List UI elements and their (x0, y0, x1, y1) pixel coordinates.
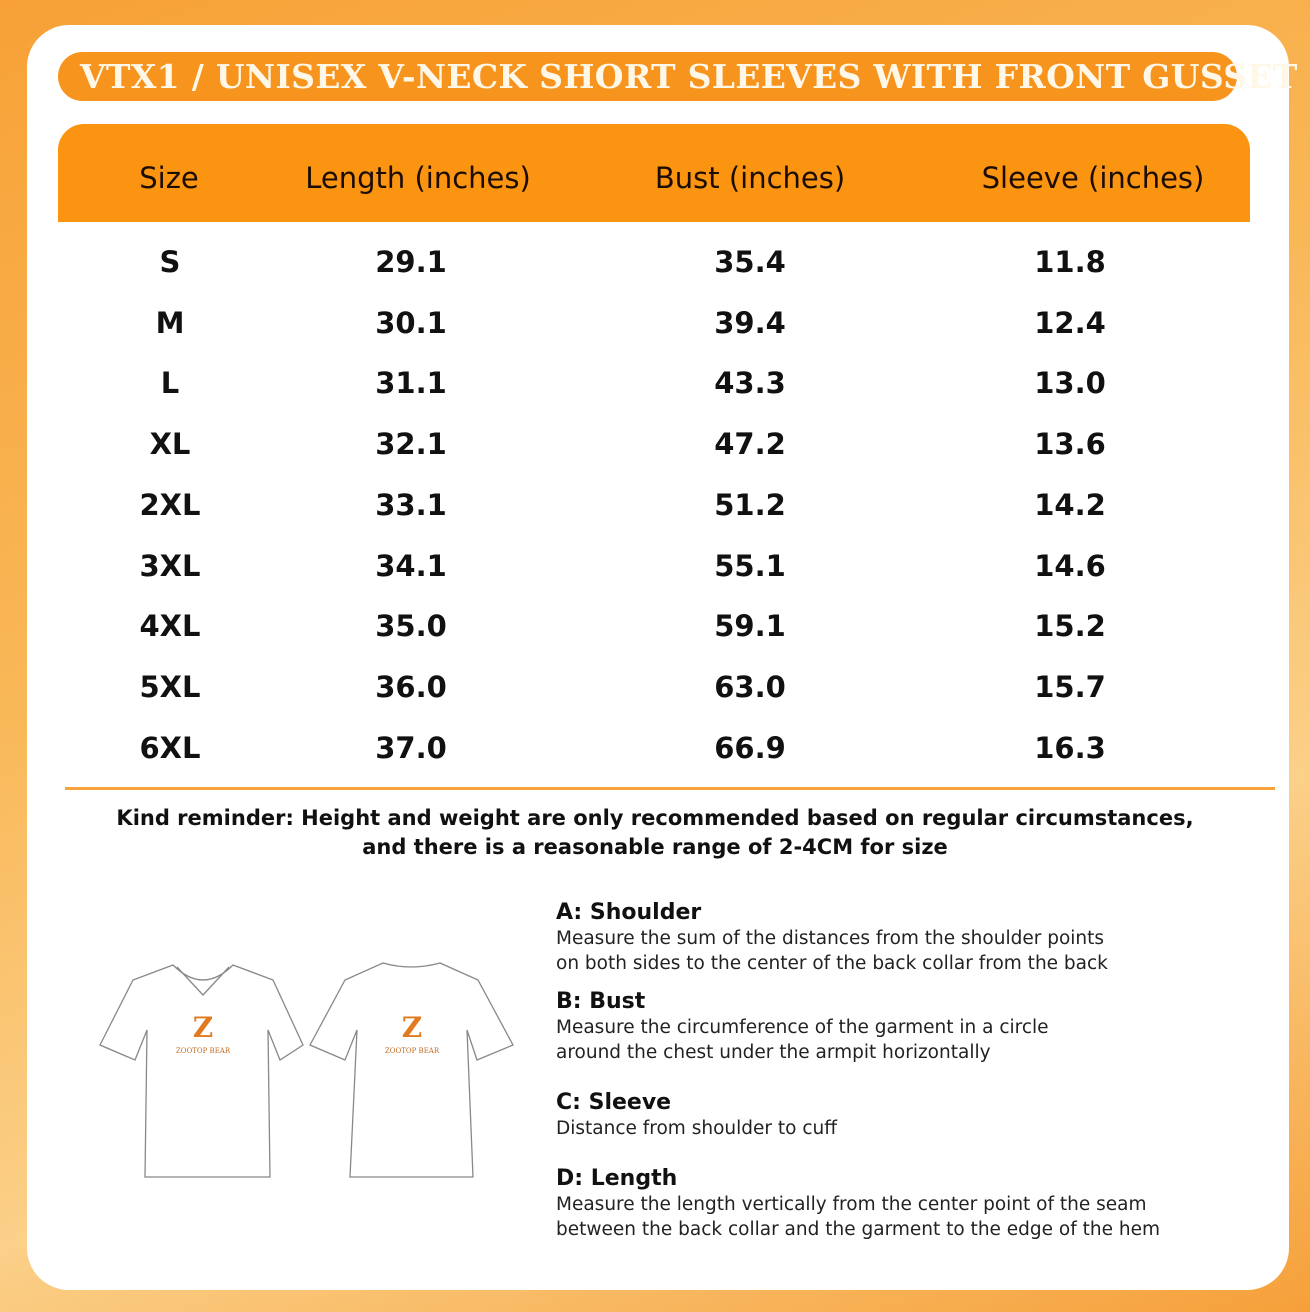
cell-size: M (155, 305, 185, 340)
measure-desc: Measure the length vertically from the c… (556, 1194, 1147, 1215)
header-sleeve: Sleeve (inches) (981, 161, 1205, 195)
cell-size: S (159, 245, 181, 279)
cell-sleeve: 13.0 (1034, 366, 1106, 401)
table-row: 2XL 33.1 51.2 14.2 (0, 475, 1310, 535)
cell-bust: 55.1 (714, 548, 786, 583)
measure-desc: around the chest under the armpit horizo… (556, 1042, 991, 1063)
measure-length: D: Length Measure the length vertically … (556, 1166, 1276, 1242)
cell-length: 34.1 (375, 548, 447, 583)
cell-length: 31.1 (375, 366, 447, 401)
cell-size: 4XL (139, 609, 201, 644)
reminder-line: Kind reminder: Height and weight are onl… (116, 806, 1194, 830)
cell-bust: 43.3 (714, 366, 786, 401)
measure-shoulder: A: Shoulder Measure the sum of the dista… (556, 900, 1276, 976)
cell-length: 33.1 (375, 487, 447, 522)
cell-bust: 63.0 (714, 669, 786, 704)
tshirt-back-icon (309, 962, 514, 1178)
cell-sleeve: 14.2 (1034, 487, 1106, 522)
measure-desc: between the back collar and the garment … (556, 1219, 1161, 1240)
measure-title: B: Bust (556, 989, 646, 1014)
cell-bust: 47.2 (714, 427, 786, 462)
header-size: Size (139, 161, 199, 195)
divider (65, 787, 1275, 790)
cell-length: 30.1 (375, 305, 447, 340)
measure-desc: Measure the circumference of the garment… (556, 1017, 1049, 1038)
cell-size: 3XL (139, 548, 201, 583)
logo-z-front: Z (193, 1011, 213, 1044)
cell-length: 35.0 (375, 609, 447, 644)
cell-sleeve: 14.6 (1034, 548, 1106, 583)
cell-sleeve: 11.8 (1034, 245, 1106, 279)
kind-reminder: Kind reminder: Height and weight are onl… (0, 804, 1310, 862)
tshirt-front-back-illustration: Z ZOOTOP BEAR Z ZOOTOP BEAR (99, 962, 514, 1178)
cell-length: 36.0 (375, 669, 447, 704)
cell-sleeve: 13.6 (1034, 427, 1106, 462)
cell-sleeve: 15.2 (1034, 609, 1106, 644)
logo-z-back: Z (402, 1011, 422, 1044)
cell-length: 37.0 (375, 730, 447, 765)
cell-size: 5XL (139, 669, 201, 704)
measure-sleeve: C: Sleeve Distance from shoulder to cuff (556, 1090, 1276, 1141)
cell-size: 2XL (139, 487, 201, 522)
table-row: L 31.1 43.3 13.0 (0, 353, 1310, 413)
measure-title: A: Shoulder (556, 900, 702, 925)
cell-length: 29.1 (375, 245, 447, 279)
header-bust: Bust (inches) (654, 161, 846, 195)
table-header: Size Length (inches) Bust (inches) Sleev… (58, 124, 1250, 222)
logo-text-back: ZOOTOP BEAR (385, 1047, 440, 1055)
measure-title: D: Length (556, 1166, 678, 1191)
table-row: 6XL 37.0 66.9 16.3 (0, 718, 1310, 778)
table-row: 4XL 35.0 59.1 15.2 (0, 596, 1310, 656)
cell-bust: 51.2 (714, 487, 786, 522)
table-row: 3XL 34.1 55.1 14.6 (0, 536, 1310, 596)
table-row: M 30.1 39.4 12.4 (0, 293, 1310, 353)
cell-bust: 35.4 (714, 245, 786, 279)
cell-bust: 66.9 (714, 730, 786, 765)
cell-sleeve: 15.7 (1034, 669, 1106, 704)
cell-sleeve: 12.4 (1034, 305, 1106, 340)
cell-sleeve: 16.3 (1034, 730, 1106, 765)
measure-bust: B: Bust Measure the circumference of the… (556, 989, 1276, 1065)
cell-bust: 39.4 (714, 305, 786, 340)
cell-size: L (160, 366, 180, 401)
cell-size: XL (149, 427, 191, 462)
table-row: S 29.1 35.4 11.8 (0, 232, 1310, 292)
header-length: Length (inches) (305, 161, 531, 195)
measure-title: C: Sleeve (556, 1090, 672, 1115)
table-row: 5XL 36.0 63.0 15.7 (0, 657, 1310, 717)
cell-bust: 59.1 (714, 609, 786, 644)
measure-desc: Distance from shoulder to cuff (556, 1118, 837, 1139)
tshirt-front-icon (99, 964, 304, 1178)
reminder-line: and there is a reasonable range of 2-4CM… (362, 835, 948, 859)
cell-size: 6XL (139, 730, 201, 765)
cell-length: 32.1 (375, 427, 447, 462)
logo-text-front: ZOOTOP BEAR (176, 1047, 231, 1055)
page-title: VTX1 / UNISEX V-NECK SHORT SLEEVES WITH … (58, 52, 1297, 101)
measure-desc: Measure the sum of the distances from th… (556, 928, 1105, 949)
table-row: XL 32.1 47.2 13.6 (0, 414, 1310, 474)
measure-desc: on both sides to the center of the back … (556, 953, 1108, 974)
